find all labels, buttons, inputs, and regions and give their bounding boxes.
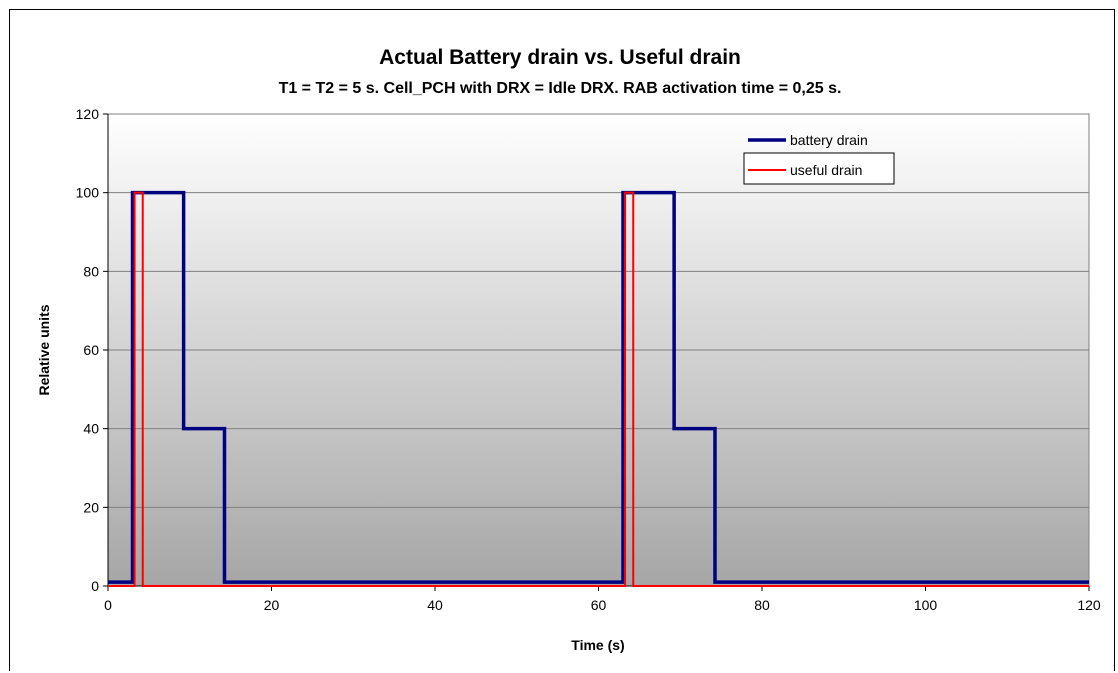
- y-tick-label: 80: [83, 263, 99, 279]
- y-tick-label: 100: [76, 185, 100, 201]
- chart-title: Actual Battery drain vs. Useful drain: [379, 46, 741, 69]
- y-tick-label: 20: [83, 499, 99, 515]
- x-tick-label: 80: [754, 597, 770, 613]
- legend-box: [743, 152, 895, 185]
- y-tick-label: 0: [91, 578, 99, 594]
- series-layer: [108, 190, 1089, 587]
- chart-frame: [9, 9, 1115, 671]
- y-tick-label: 120: [76, 106, 100, 122]
- legend-label-useful-drain: useful drain: [790, 162, 862, 178]
- legend: battery drain useful drain: [743, 132, 895, 185]
- x-tick-label: 20: [264, 597, 280, 613]
- y-tick-label: 40: [83, 421, 99, 437]
- gridlines: [108, 192, 1089, 508]
- x-axis-label: Time (s): [571, 637, 624, 653]
- y-axis-label: Relative units: [36, 304, 52, 395]
- y-tick-label: 60: [83, 342, 99, 358]
- chart-subtitle: T1 = T2 = 5 s. Cell_PCH with DRX = Idle …: [279, 80, 842, 97]
- x-tick-label: 0: [104, 597, 112, 613]
- x-tick-label: 60: [591, 597, 607, 613]
- x-tick-label: 40: [427, 597, 443, 613]
- legend-label-battery-drain: battery drain: [790, 132, 868, 148]
- series-line-useful-drain: [108, 191, 1089, 587]
- x-tick-label: 100: [914, 597, 938, 613]
- x-tick-label: 120: [1077, 597, 1101, 613]
